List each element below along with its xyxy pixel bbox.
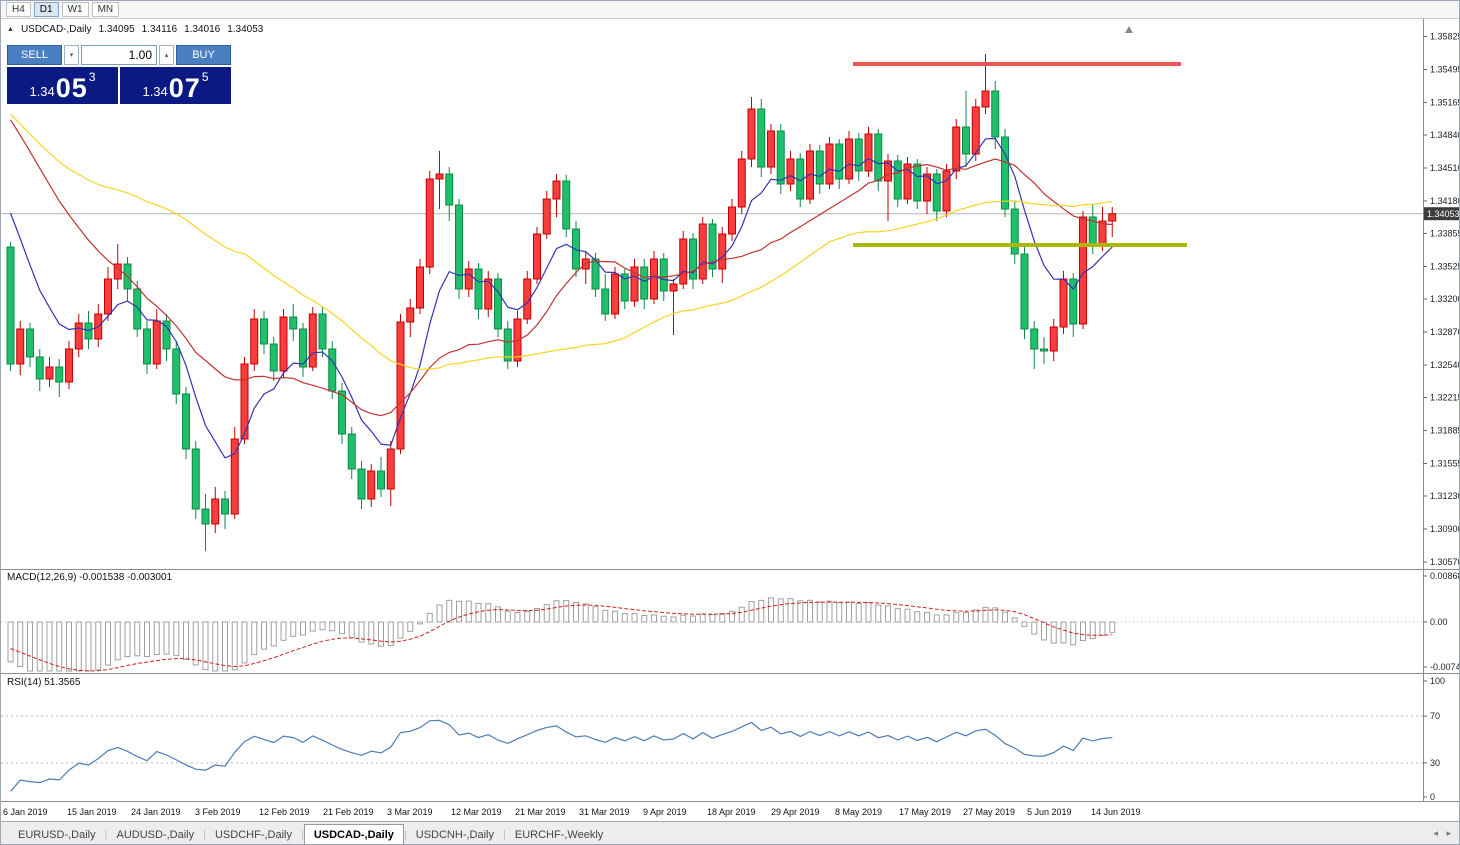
ohlc-high-value: 1.34116 <box>141 24 178 35</box>
tab-separator: | <box>300 829 304 841</box>
time-label: 31 Mar 2019 <box>579 807 630 817</box>
price-chart-canvas[interactable]: 1.358251.354951.351651.348401.345101.341… <box>1 19 1460 801</box>
timeframe-w1-button[interactable]: W1 <box>61 2 89 17</box>
buy-price-display[interactable]: 1.34 07 5 <box>120 67 231 104</box>
time-label: 29 Apr 2019 <box>771 807 820 817</box>
buy-price-sup: 5 <box>201 70 209 84</box>
svg-text:1.34053: 1.34053 <box>1427 209 1460 219</box>
svg-text:1.30570: 1.30570 <box>1430 557 1460 567</box>
svg-text:100: 100 <box>1430 676 1445 686</box>
tab-separator: | <box>403 829 407 841</box>
time-label: 5 Jun 2019 <box>1027 807 1072 817</box>
svg-text:1.32870: 1.32870 <box>1430 327 1460 337</box>
time-label: 9 Apr 2019 <box>643 807 687 817</box>
svg-text:1.31885: 1.31885 <box>1430 426 1460 436</box>
svg-text:1.34180: 1.34180 <box>1430 196 1460 206</box>
sell-price-sup: 3 <box>88 70 96 84</box>
svg-text:1.30900: 1.30900 <box>1430 524 1460 534</box>
tab-audusd-daily[interactable]: AUDUSD-,Daily <box>116 829 195 841</box>
chart-area[interactable]: 1.35825 1.35495 1.35165 1.34840 1.34510 1.341… <box>1 19 1460 801</box>
sell-price-big: 05 <box>55 73 88 103</box>
svg-text:-0.007404: -0.007404 <box>1430 662 1460 672</box>
tab-eurchf-weekly[interactable]: EURCHF-,Weekly <box>514 829 604 841</box>
volume-increase-button[interactable]: ▴ <box>159 45 174 65</box>
svg-text:1.33855: 1.33855 <box>1430 229 1460 239</box>
volume-input[interactable] <box>81 45 157 65</box>
collapse-triangle-icon[interactable]: ▲ <box>7 26 14 33</box>
svg-text:1.31555: 1.31555 <box>1430 459 1460 469</box>
one-click-trade-panel: SELL ▾ ▴ BUY 1.34 05 3 1.34 07 5 <box>7 45 231 104</box>
timeframe-d1-button[interactable]: D1 <box>33 2 59 17</box>
volume-down-icon: ▾ <box>69 52 74 59</box>
time-label: 3 Mar 2019 <box>387 807 433 817</box>
time-label: 24 Jan 2019 <box>131 807 181 817</box>
svg-text:1.34510: 1.34510 <box>1430 163 1460 173</box>
tab-separator: | <box>104 829 108 841</box>
buy-button[interactable]: BUY <box>176 45 231 65</box>
svg-text:1.33200: 1.33200 <box>1430 294 1460 304</box>
macd-indicator-label: MACD(12,26,9) -0.001538 -0.003001 <box>7 572 173 583</box>
rsi-indicator-label: RSI(14) 51.3565 <box>7 677 81 688</box>
timeframe-h4-button[interactable]: H4 <box>6 2 31 17</box>
sell-button[interactable]: SELL <box>7 45 62 65</box>
svg-text:1.35165: 1.35165 <box>1430 98 1460 108</box>
chart-ohlc-header: ▲ USDCAD-,Daily 1.34095 1.34116 1.34016 … <box>7 24 263 35</box>
svg-text:0: 0 <box>1430 792 1435 801</box>
buy-price-big: 07 <box>168 73 201 103</box>
svg-text:1.32540: 1.32540 <box>1430 360 1460 370</box>
ohlc-low-value: 1.34016 <box>184 24 221 35</box>
volume-decrease-button[interactable]: ▾ <box>64 45 79 65</box>
svg-text:0.008686: 0.008686 <box>1430 571 1460 581</box>
tab-scroll-right-icon[interactable]: ▸ <box>1446 828 1454 838</box>
time-label: 21 Mar 2019 <box>515 807 566 817</box>
svg-text:1.31230: 1.31230 <box>1430 491 1460 501</box>
svg-text:1.35825: 1.35825 <box>1430 32 1460 42</box>
volume-up-icon: ▴ <box>164 52 169 59</box>
tab-separator: | <box>503 829 506 841</box>
time-label: 8 May 2019 <box>835 807 883 817</box>
timeframe-mn-button[interactable]: MN <box>91 2 120 17</box>
time-label: 14 Jun 2019 <box>1091 807 1141 817</box>
svg-text:30: 30 <box>1430 758 1440 768</box>
time-axis[interactable]: 6 Jan 2019 15 Jan 2019 24 Jan 2019 3 Feb 20… <box>1 801 1459 821</box>
time-label: 27 May 2019 <box>963 807 1016 817</box>
ohlc-open-value: 1.34095 <box>98 24 135 35</box>
svg-text:1.33525: 1.33525 <box>1430 262 1460 272</box>
time-label: 12 Mar 2019 <box>451 807 502 817</box>
chart-tabs-bar: EURUSD-,Daily | AUDUSD-,Daily | USDCHF-,Dail… <box>1 821 1459 844</box>
tab-scroll-arrows: ◂ ▸ <box>1433 828 1454 839</box>
tab-eurusd-daily[interactable]: EURUSD-,Daily <box>18 829 96 841</box>
tab-usdcad-daily[interactable]: USDCAD-,Daily <box>303 824 404 844</box>
svg-text:0.00: 0.00 <box>1430 617 1448 627</box>
sell-price-small: 1.34 <box>29 84 55 99</box>
timeframe-toolbar: H4 D1 W1 MN <box>1 1 1459 19</box>
svg-text:1.35495: 1.35495 <box>1430 65 1460 75</box>
time-label: 15 Jan 2019 <box>67 807 117 817</box>
tab-usdcnh-daily[interactable]: USDCNH-,Daily <box>415 829 494 841</box>
time-label: 12 Feb 2019 <box>259 807 310 817</box>
sell-price-display[interactable]: 1.34 05 3 <box>7 67 118 104</box>
buy-price-small: 1.34 <box>142 84 168 99</box>
tab-separator: | <box>203 829 206 841</box>
time-label: 6 Jan 2019 <box>3 807 48 817</box>
time-label: 17 May 2019 <box>899 807 952 817</box>
svg-text:1.34840: 1.34840 <box>1430 130 1460 140</box>
time-label: 21 Feb 2019 <box>323 807 374 817</box>
chart-symbol-label: USDCAD-,Daily <box>20 24 92 35</box>
tab-scroll-left-icon[interactable]: ◂ <box>1433 828 1441 838</box>
ohlc-close-value: 1.34053 <box>227 24 264 35</box>
svg-text:70: 70 <box>1430 711 1440 721</box>
time-label: 3 Feb 2019 <box>195 807 241 817</box>
svg-text:1.32215: 1.32215 <box>1430 393 1460 403</box>
tab-usdchf-daily[interactable]: USDCHF-,Daily <box>214 829 292 841</box>
time-label: 18 Apr 2019 <box>707 807 756 817</box>
